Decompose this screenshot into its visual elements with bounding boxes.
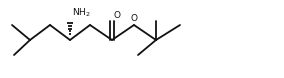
Text: O: O (114, 11, 121, 21)
Text: O: O (131, 14, 137, 23)
Text: NH$_2$: NH$_2$ (72, 6, 90, 19)
